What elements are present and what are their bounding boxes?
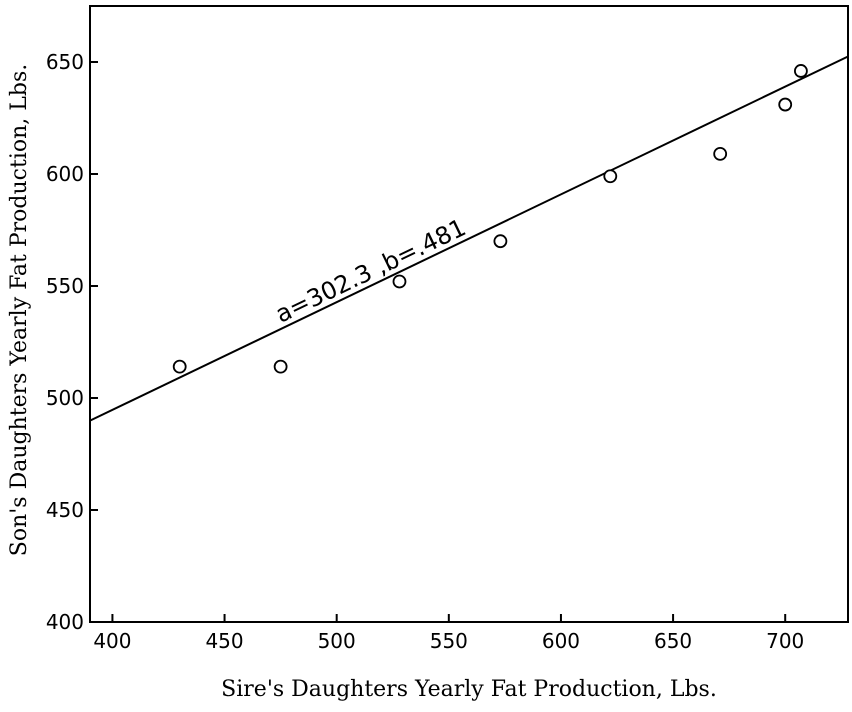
data-point <box>713 146 728 161</box>
data-point <box>273 359 288 374</box>
x-axis-ticks: 400 450 500 550 600 650 700 <box>93 614 804 653</box>
y-tick-label: 450 <box>46 498 84 522</box>
y-tick-label: 400 <box>46 610 84 634</box>
regression-annotation: a=302.3 ,b=.481 <box>271 213 470 328</box>
y-tick-label: 600 <box>46 162 84 186</box>
y-tick-label: 500 <box>46 386 84 410</box>
x-tick-label: 600 <box>542 629 580 653</box>
y-tick-label: 550 <box>46 274 84 298</box>
y-tick-label: 650 <box>46 50 84 74</box>
x-tick-label: 450 <box>205 629 243 653</box>
data-point <box>172 359 187 374</box>
data-point <box>778 97 793 112</box>
y-axis-ticks: 400 450 500 550 600 650 <box>46 50 98 634</box>
x-tick-label: 650 <box>654 629 692 653</box>
regression-line <box>89 55 849 422</box>
data-points <box>172 64 808 374</box>
y-axis-title: Son's Daughters Yearly Fat Production, L… <box>7 64 32 557</box>
x-tick-label: 700 <box>766 629 804 653</box>
x-tick-label: 500 <box>318 629 356 653</box>
x-tick-label: 550 <box>430 629 468 653</box>
data-point <box>603 169 618 184</box>
data-point <box>493 234 508 249</box>
x-tick-label: 400 <box>93 629 131 653</box>
plot-frame <box>89 5 849 623</box>
data-point <box>392 274 407 289</box>
data-point <box>794 64 808 78</box>
x-axis-title: Sire's Daughters Yearly Fat Production, … <box>221 677 717 702</box>
